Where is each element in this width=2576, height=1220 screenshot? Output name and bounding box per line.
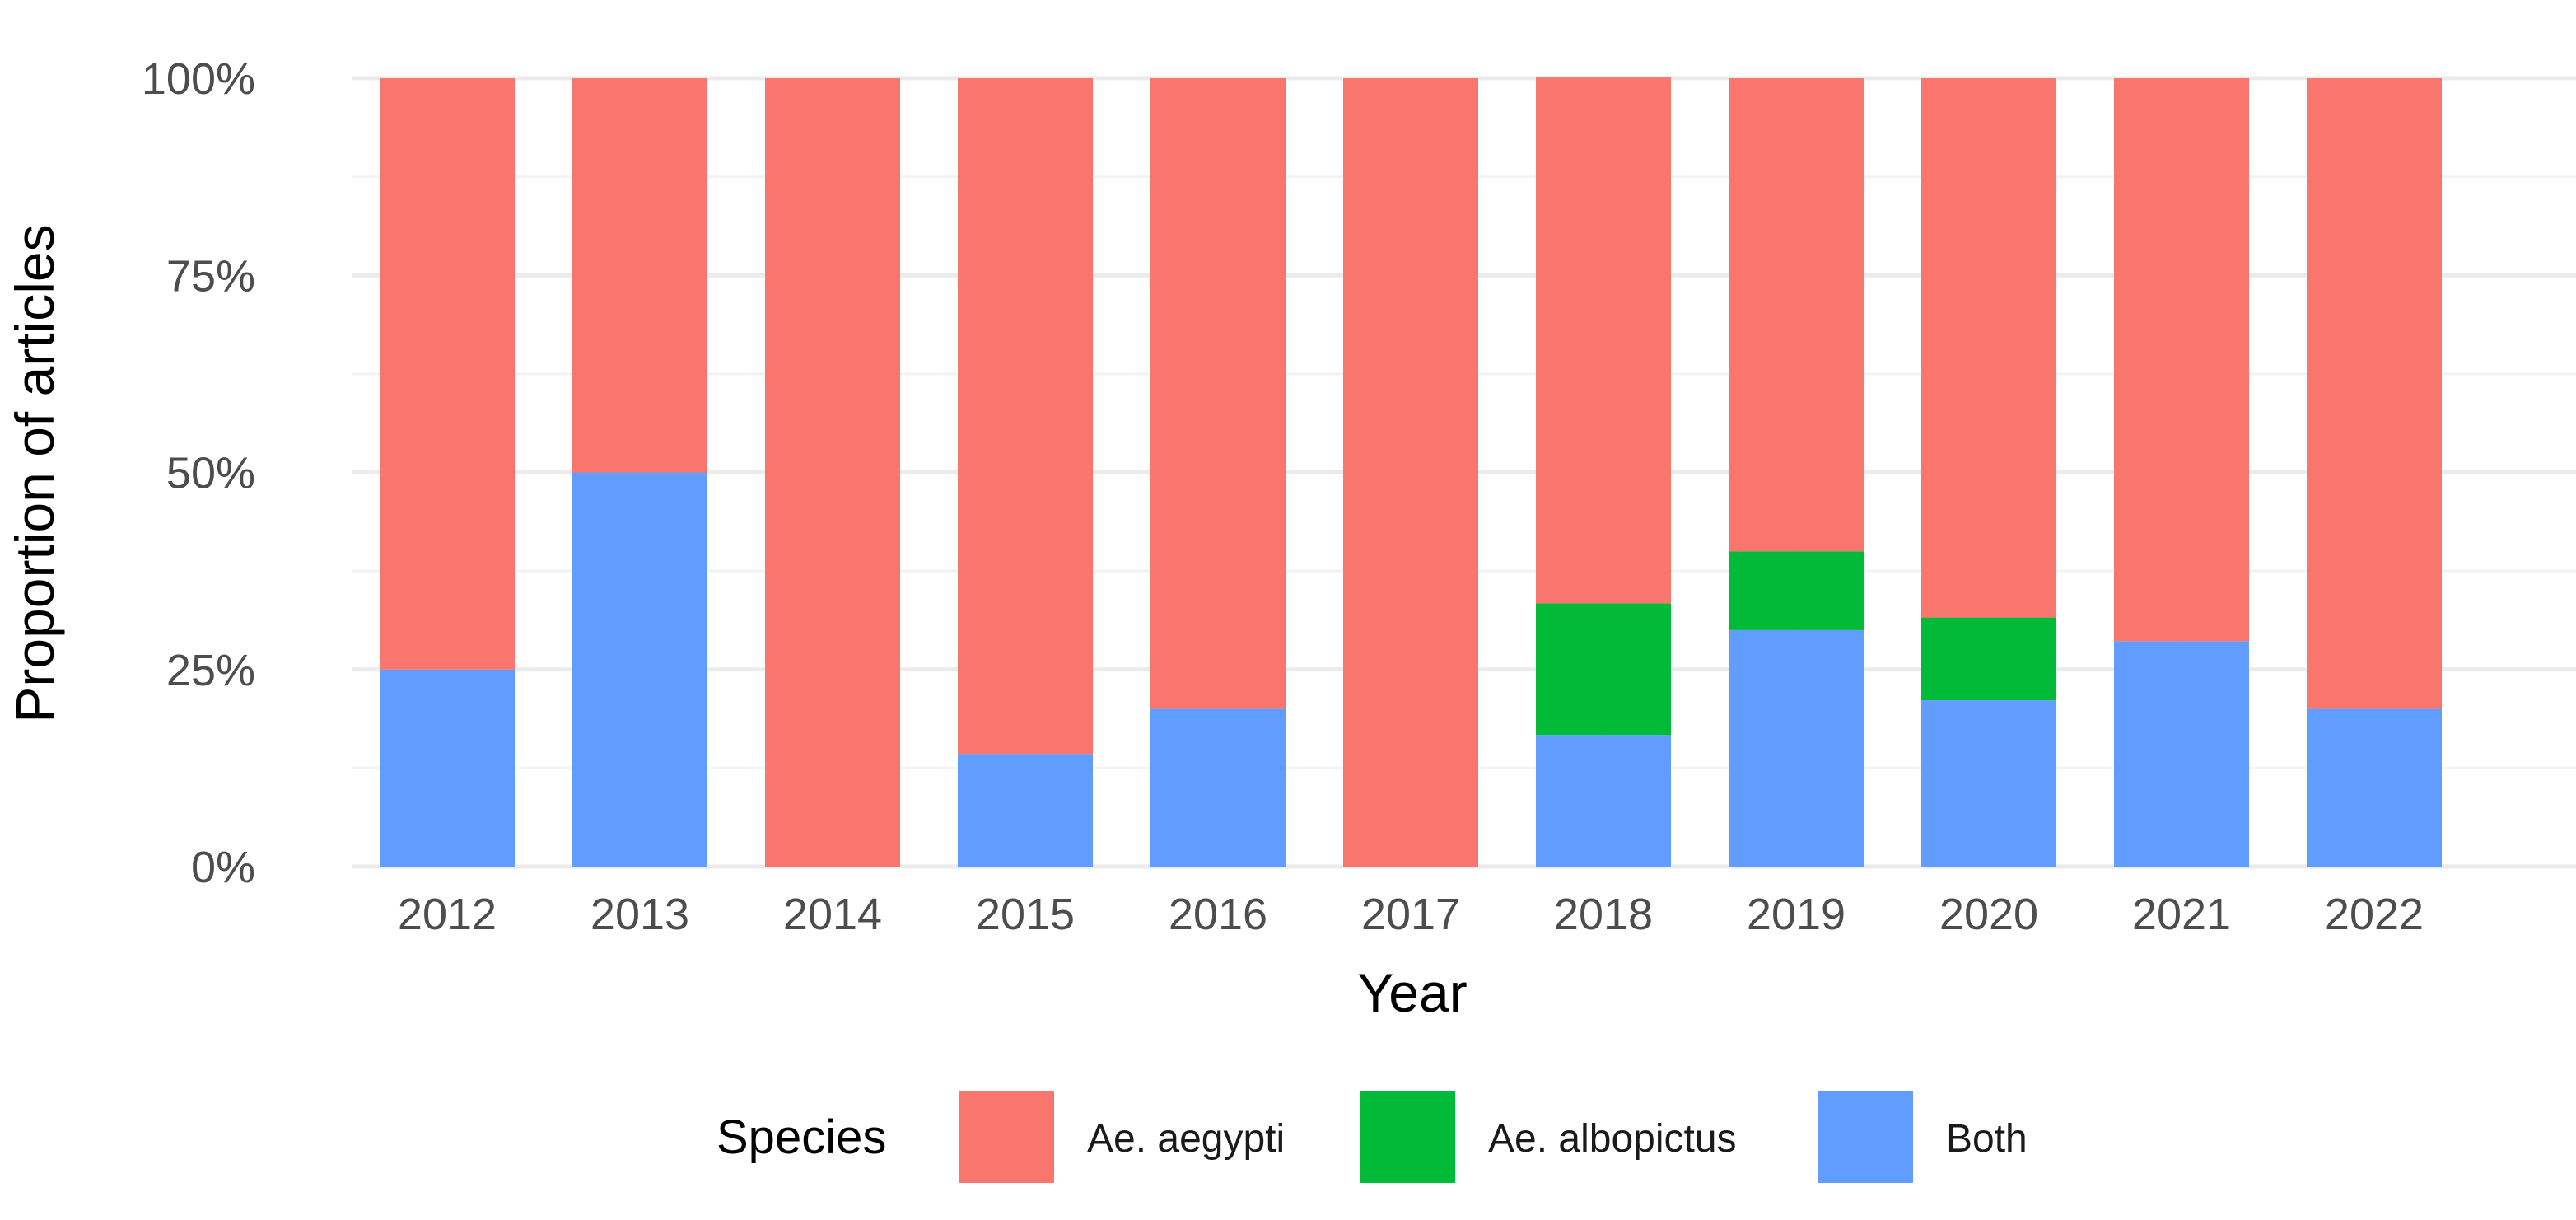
legend-title: Species: [716, 1110, 886, 1164]
bar-2017-ae-aegypti: [1343, 78, 1478, 867]
bar-2018-both: [1536, 735, 1671, 867]
bar-2019-ae-aegypti: [1729, 78, 1864, 552]
legend-label-both: Both: [1946, 1117, 2028, 1161]
x-tick-label: 2022: [2325, 890, 2424, 939]
x-tick-label: 2015: [976, 890, 1075, 939]
bar-2012-ae-aegypti: [380, 78, 515, 670]
x-tick-label: 2019: [1747, 890, 1846, 939]
y-tick-label: 0%: [191, 843, 255, 892]
bar-2022-ae-aegypti: [2307, 78, 2442, 709]
legend-key-ae-albopictus: [1360, 1091, 1455, 1183]
bar-2020-ae-albopictus: [1921, 617, 2056, 701]
y-tick-label: 75%: [166, 251, 255, 301]
x-tick-label: 2020: [1939, 890, 2038, 939]
bar-2019-ae-albopictus: [1729, 551, 1864, 630]
y-tick-label: 100%: [142, 54, 255, 104]
x-tick-label: 2012: [398, 890, 497, 939]
bar-2015-ae-aegypti: [958, 78, 1093, 755]
x-tick-label: 2013: [590, 890, 689, 939]
legend-label-ae-aegypti: Ae. aegypti: [1087, 1117, 1285, 1161]
y-tick-label: 25%: [166, 646, 255, 695]
bar-2020-ae-aegypti: [1921, 78, 2056, 618]
legend-key-both: [1818, 1091, 1913, 1183]
x-tick-label: 2014: [783, 890, 882, 939]
x-tick-label: 2016: [1169, 890, 1267, 939]
legend-key-ae-aegypti: [959, 1091, 1054, 1183]
x-tick-label: 2018: [1554, 890, 1653, 939]
bar-2022-both: [2307, 708, 2442, 867]
bar-2014-ae-aegypti: [765, 78, 900, 867]
x-tick-label: 2017: [1361, 890, 1460, 939]
bar-2020-both: [1921, 700, 2056, 867]
bar-2019-both: [1729, 629, 1864, 867]
bar-2021-both: [2114, 641, 2249, 867]
x-tick-label: 2021: [2132, 890, 2231, 939]
y-axis-ticks: 0% 25% 50% 75% 100%: [142, 54, 255, 892]
x-axis-ticks: 2012 2013 2014 2015 2016 2017 2018 2019 2020 2021…: [398, 890, 2424, 939]
bar-2021-ae-aegypti: [2114, 78, 2249, 642]
y-axis-title: Proportion of articles: [4, 224, 65, 722]
bar-2016-both: [1150, 708, 1286, 867]
y-tick-label: 50%: [166, 449, 255, 498]
legend: Species Ae. aegypti Ae. albopictus Both: [716, 1091, 2028, 1183]
legend-label-ae-albopictus: Ae. albopictus: [1488, 1117, 1737, 1161]
bar-2015-both: [958, 754, 1093, 867]
bar-2018-ae-albopictus: [1536, 603, 1671, 736]
x-axis-title: Year: [1357, 962, 1467, 1023]
bar-2013-ae-aegypti: [572, 78, 707, 473]
bar-2016-ae-aegypti: [1150, 78, 1286, 709]
bar-2012-both: [380, 669, 515, 867]
bar-2013-both: [572, 472, 707, 867]
bars: [380, 77, 2442, 867]
bar-2018-ae-aegypti: [1536, 77, 1671, 604]
